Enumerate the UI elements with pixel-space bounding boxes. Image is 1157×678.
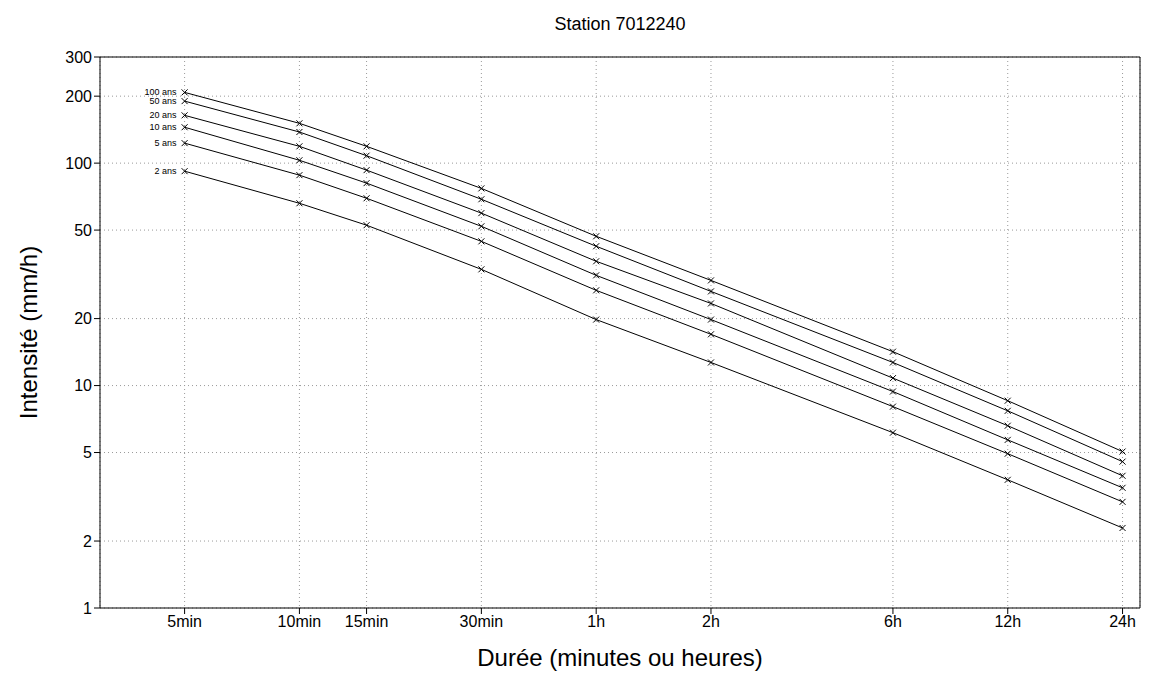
svg-text:1: 1 [83, 600, 92, 617]
svg-text:5 ans: 5 ans [155, 138, 178, 148]
svg-text:300: 300 [65, 49, 92, 66]
svg-text:2h: 2h [702, 613, 720, 630]
svg-text:6h: 6h [884, 613, 902, 630]
svg-text:Intensité (mm/h): Intensité (mm/h) [15, 246, 42, 419]
svg-text:20 ans: 20 ans [150, 110, 178, 120]
svg-text:100 ans: 100 ans [144, 87, 177, 98]
svg-text:100: 100 [65, 155, 92, 172]
svg-text:30min: 30min [460, 613, 504, 630]
svg-text:10min: 10min [278, 613, 322, 630]
svg-text:20: 20 [74, 310, 92, 327]
svg-text:200: 200 [65, 88, 92, 105]
svg-text:5: 5 [83, 444, 92, 461]
svg-text:15min: 15min [345, 613, 389, 630]
svg-text:Durée (minutes ou heures): Durée (minutes ou heures) [477, 644, 762, 671]
svg-text:1h: 1h [587, 613, 605, 630]
svg-text:50 ans: 50 ans [150, 96, 178, 106]
svg-text:10: 10 [74, 377, 92, 394]
html-text:Station 7012240: Station 7012240 [554, 14, 686, 34]
svg-text:24h: 24h [1109, 613, 1136, 630]
svg-text:10 ans: 10 ans [150, 122, 178, 132]
svg-text:5min: 5min [167, 613, 202, 630]
svg-text:2: 2 [83, 533, 92, 550]
svg-text:50: 50 [74, 222, 92, 239]
svg-text:2 ans: 2 ans [155, 166, 178, 176]
svg-text:12h: 12h [994, 613, 1021, 630]
